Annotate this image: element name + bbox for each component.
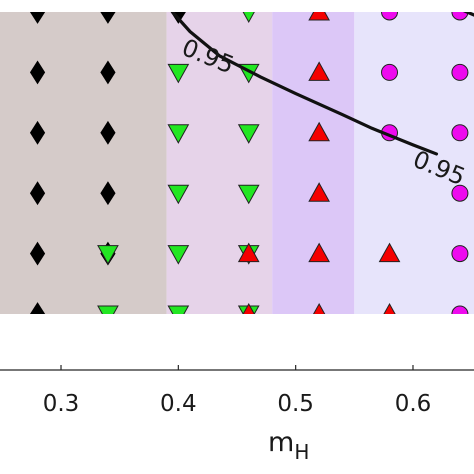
circle-marker [381, 12, 399, 21]
x-tick-label: 0.5 [277, 391, 314, 417]
triangle-down-marker [97, 245, 119, 265]
diamond-marker [100, 181, 116, 206]
circle-marker [451, 184, 469, 202]
diamond-marker [29, 120, 46, 145]
circle-marker [451, 124, 469, 142]
region-4 [354, 12, 474, 314]
triangle-up-marker [383, 302, 396, 314]
x-tick-label: 0.6 [395, 391, 432, 417]
diamond-marker [100, 60, 116, 85]
triangle-down-marker [237, 184, 260, 205]
region-3 [272, 12, 355, 314]
circle-marker [451, 63, 469, 81]
diamond-marker [29, 12, 46, 24]
region-1 [0, 12, 167, 314]
diamond-marker [100, 120, 116, 145]
diamond-marker [29, 181, 46, 206]
x-axis-label: mH [268, 427, 309, 464]
triangle-up-marker [242, 302, 255, 314]
triangle-down-marker [242, 12, 255, 24]
circle-marker [451, 305, 469, 314]
triangle-up-marker [378, 242, 401, 263]
triangle-down-marker [167, 63, 190, 84]
triangle-up-marker [308, 12, 330, 21]
region-2 [166, 12, 273, 314]
contour-line-1 [170, 12, 439, 156]
x-tick-label: 0.3 [43, 391, 80, 417]
circle-marker [451, 12, 469, 21]
x-tick-label: 0.4 [160, 391, 197, 417]
triangle-up-marker [313, 302, 326, 314]
contour-lines [170, 12, 474, 156]
diamond-marker [29, 302, 46, 314]
triangle-down-marker [167, 124, 190, 144]
diamond-marker [29, 241, 46, 266]
triangle-down-marker [167, 305, 190, 314]
diamond-marker [100, 12, 116, 24]
triangle-up-marker [308, 182, 330, 202]
triangle-up-marker [237, 242, 260, 263]
triangle-down-marker [237, 124, 260, 144]
triangle-down-marker [97, 305, 119, 314]
circle-marker [381, 63, 399, 81]
x-axis: 0.3 0.4 0.5 0.6 [0, 365, 474, 417]
contour-line-2 [462, 12, 474, 17]
region-fills [0, 12, 474, 314]
triangle-up-marker [308, 61, 330, 81]
diamond-marker [29, 60, 46, 85]
triangle-up-marker [308, 242, 330, 263]
x-axis-label-main: m [268, 427, 294, 458]
data-markers [29, 12, 469, 314]
triangle-up-marker [308, 121, 330, 142]
circle-marker [451, 245, 469, 263]
triangle-down-marker [167, 245, 190, 265]
x-axis-label-subscript: H [294, 440, 309, 464]
triangle-down-marker [167, 184, 190, 205]
